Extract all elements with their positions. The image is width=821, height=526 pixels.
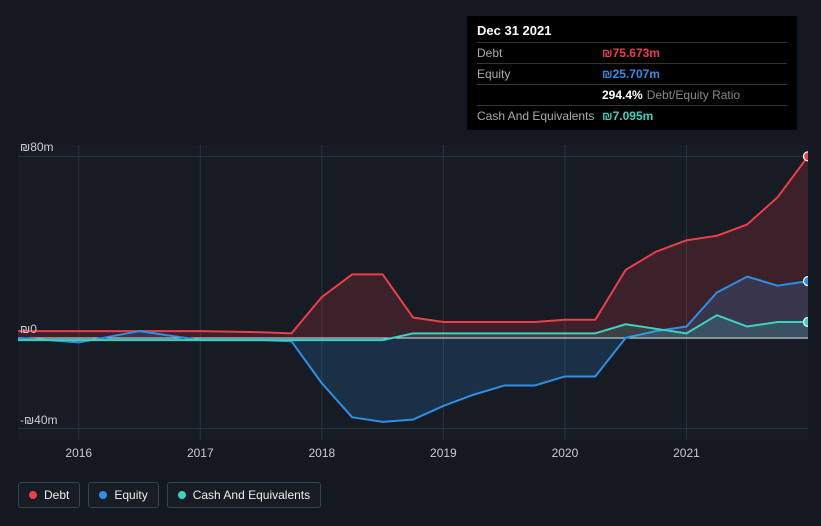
x-axis-label: 2018 [302, 446, 342, 460]
y-axis-label: ₪80m [20, 140, 54, 154]
tooltip-row-value: 294.4%Debt/Equity Ratio [602, 86, 740, 104]
legend-item[interactable]: Equity [88, 482, 158, 508]
chart-legend: Debt Equity Cash And Equivalents [18, 482, 321, 508]
x-axis-label: 2021 [666, 446, 706, 460]
tooltip-row-value: ₪75.673m [602, 44, 660, 62]
legend-item-label: Debt [44, 488, 69, 502]
tooltip-title: Dec 31 2021 [477, 22, 787, 40]
tooltip-row: Debt₪75.673m [477, 42, 787, 63]
legend-item-label: Equity [114, 488, 147, 502]
x-axis-label: 2016 [59, 446, 99, 460]
tooltip-row-extra: Debt/Equity Ratio [647, 88, 740, 102]
tooltip-row-value: ₪25.707m [602, 65, 660, 83]
tooltip-row-label: Debt [477, 44, 602, 62]
x-axis-label: 2020 [545, 446, 585, 460]
tooltip-row: 294.4%Debt/Equity Ratio [477, 84, 787, 105]
legend-item-label: Cash And Equivalents [193, 488, 310, 502]
legend-dot-icon [29, 491, 37, 499]
debt-equity-chart: ₪80m ₪0 -₪40m 2016 2017 2018 2019 2020 2021 Dec… [0, 0, 821, 526]
legend-dot-icon [178, 491, 186, 499]
tooltip-row: Equity₪25.707m [477, 63, 787, 84]
x-axis-label: 2017 [180, 446, 220, 460]
tooltip-row: Cash And Equivalents₪7.095m [477, 105, 787, 126]
chart-plot-area[interactable] [18, 145, 808, 440]
legend-item[interactable]: Debt [18, 482, 80, 508]
tooltip-row-value: ₪7.095m [602, 107, 653, 125]
legend-item[interactable]: Cash And Equivalents [167, 482, 321, 508]
chart-tooltip: Dec 31 2021 Debt₪75.673mEquity₪25.707m29… [467, 16, 797, 130]
x-axis-label: 2019 [423, 446, 463, 460]
legend-dot-icon [99, 491, 107, 499]
y-axis-label: ₪0 [20, 322, 37, 336]
tooltip-row-label [477, 86, 602, 104]
y-axis-label: -₪40m [20, 413, 58, 427]
tooltip-row-label: Equity [477, 65, 602, 83]
tooltip-row-label: Cash And Equivalents [477, 107, 602, 125]
